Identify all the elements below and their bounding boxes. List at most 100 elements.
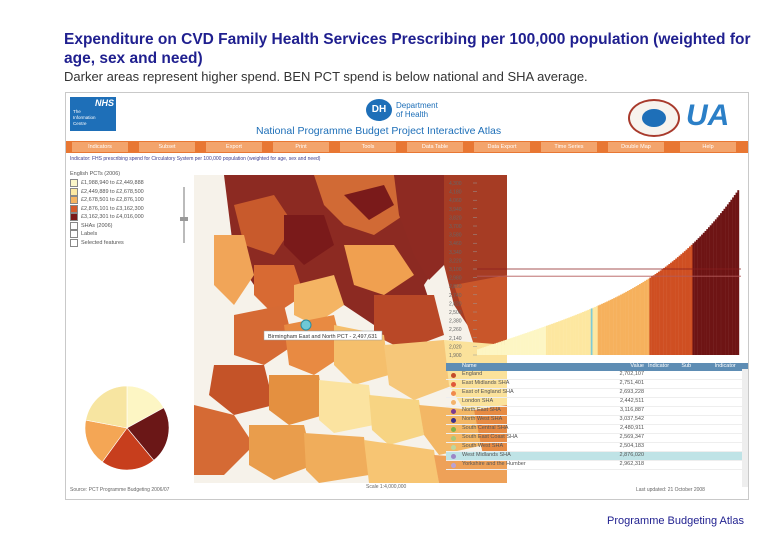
bar: [726, 204, 729, 355]
y-tick-label: 4,300: [449, 181, 462, 187]
table-scrollbar[interactable]: [742, 369, 748, 487]
table-row[interactable]: North East SHA 3,116,887: [446, 407, 748, 416]
zoom-slider[interactable]: [180, 183, 188, 247]
nav-item-help[interactable]: Help: [680, 142, 736, 152]
th-name[interactable]: Name: [462, 363, 477, 369]
nav-item-export[interactable]: Export: [206, 142, 262, 152]
bar: [487, 345, 490, 355]
bar: [632, 288, 635, 355]
row-name: East Midlands SHA: [462, 380, 510, 386]
table-row[interactable]: East of England SHA 2,693,228: [446, 389, 748, 398]
legend-item[interactable]: £2,449,889 to £2,678,500: [70, 187, 180, 197]
legend-item[interactable]: SHAs (2006): [70, 221, 180, 231]
map-region: [284, 315, 344, 375]
legend-item[interactable]: £1,988,940 to £2,449,888: [70, 179, 180, 188]
bar: [623, 292, 626, 355]
bar: [635, 286, 638, 355]
bar: [620, 294, 622, 355]
bar: [573, 315, 576, 355]
nav-item-indicators[interactable]: Indicators: [72, 142, 128, 152]
table-row[interactable]: North West SHA 3,037,542: [446, 416, 748, 425]
row-value: 2,702,107: [619, 371, 644, 377]
table-row[interactable]: Yorkshire and the Humber 2,962,318: [446, 461, 748, 470]
bar: [616, 296, 619, 355]
nav-item-subset[interactable]: Subset: [139, 142, 195, 152]
bar: [583, 311, 586, 355]
legend-label: £2,449,889 to £2,678,500: [81, 188, 144, 195]
table-row[interactable]: England 2,702,107: [446, 371, 748, 380]
nav-item-double-map[interactable]: Double Map: [608, 142, 664, 152]
bar: [659, 270, 662, 355]
bar: [645, 279, 648, 355]
row-color-dot: [450, 390, 456, 396]
y-tick-label: 2,860: [449, 284, 462, 290]
zoom-handle[interactable]: [180, 217, 188, 221]
slide-title: Expenditure on CVD Family Health Service…: [64, 31, 751, 67]
legend-item[interactable]: £2,876,101 to £3,162,300: [70, 204, 180, 214]
map-region: [454, 275, 507, 345]
row-value: 2,480,911: [619, 425, 644, 431]
row-cell: [681, 416, 714, 424]
bar: [718, 215, 721, 355]
bar: [585, 310, 588, 355]
map-region: [384, 340, 454, 400]
bar: [657, 271, 660, 355]
bar: [520, 334, 523, 355]
bar: [504, 339, 507, 355]
bar: [494, 343, 497, 355]
map-tooltip-box: [263, 330, 383, 341]
bar: [604, 302, 607, 355]
th-value[interactable]: Value: [630, 363, 644, 369]
table-row[interactable]: South East Coast SHA 2,569,347: [446, 434, 748, 443]
ranked-bar-chart: 4,300 4,180 4,060 3,940 3,820 3,700 3,580 3,460…: [449, 181, 741, 359]
th-indicator-2[interactable]: Indicator: [714, 363, 736, 369]
nhs-line: Information: [73, 115, 96, 120]
nhs-line: The: [73, 109, 81, 114]
map-region: [394, 175, 444, 280]
table-row[interactable]: West Midlands SHA 2,876,020: [446, 452, 748, 461]
map-region: [209, 365, 274, 415]
th-sub[interactable]: Sub: [681, 363, 692, 369]
table-row[interactable]: South Central SHA 2,480,911: [446, 425, 748, 434]
row-name: North East SHA: [462, 407, 501, 413]
nav-item-data-export[interactable]: Data Export: [474, 142, 530, 152]
th-indicator[interactable]: Indicator: [648, 363, 670, 369]
bar: [552, 323, 555, 355]
bar: [652, 275, 655, 355]
legend-item[interactable]: Labels: [70, 230, 180, 239]
bar: [477, 349, 479, 355]
nav-item-print[interactable]: Print: [273, 142, 329, 152]
nav-item-time-series[interactable]: Time Series: [541, 142, 597, 152]
table-row[interactable]: East Midlands SHA 2,751,401: [446, 380, 748, 389]
bar: [647, 278, 650, 355]
choropleth-map[interactable]: Birmingham East and North PCT - 2,497,63…: [194, 175, 507, 483]
legend-item[interactable]: £2,678,501 to £2,876,100: [70, 196, 180, 205]
table-row[interactable]: London SHA 2,442,511: [446, 398, 748, 407]
bar: [683, 251, 686, 355]
row-color-dot: [450, 399, 456, 405]
bar: [716, 217, 719, 355]
bar: [602, 303, 605, 355]
bar: [695, 239, 698, 355]
bar: [608, 300, 610, 355]
row-value: 2,569,347: [619, 434, 644, 440]
bar: [542, 326, 545, 355]
bar: [675, 258, 678, 355]
bar: [713, 221, 716, 355]
bar: [680, 254, 683, 355]
legend-item[interactable]: Selected features: [70, 238, 180, 248]
legend-swatch: [70, 196, 78, 205]
bar: [599, 304, 602, 355]
table-row[interactable]: South West SHA 2,504,183: [446, 443, 748, 452]
bar: [490, 344, 493, 355]
nav-item-tools[interactable]: Tools: [340, 142, 396, 152]
bar: [558, 321, 560, 355]
nav-item-data-table[interactable]: Data Table: [407, 142, 463, 152]
nhs-mark: NHS: [94, 98, 114, 108]
bar: [613, 298, 616, 355]
y-tick-label: 2,140: [449, 336, 462, 342]
y-tick-label: 4,060: [449, 198, 462, 204]
legend-item[interactable]: £3,162,301 to £4,016,000: [70, 213, 180, 222]
row-cell: [648, 425, 681, 433]
row-cell: [648, 443, 681, 451]
